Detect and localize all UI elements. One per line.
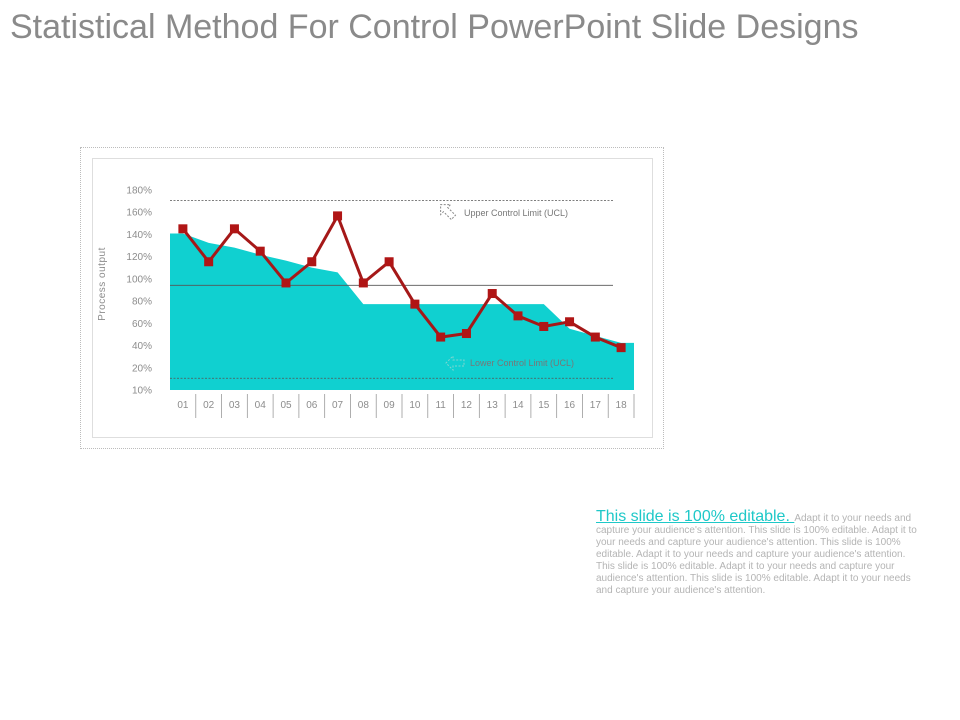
x-tick-label: 17 bbox=[590, 400, 602, 411]
data-point-marker bbox=[281, 278, 291, 288]
data-point-marker bbox=[513, 311, 523, 321]
slide-title: Statistical Method For Control PowerPoin… bbox=[10, 8, 859, 46]
data-point-marker bbox=[461, 329, 471, 339]
description-textbox: This slide is 100% editable. Adapt it to… bbox=[596, 509, 924, 597]
process-area bbox=[170, 233, 634, 390]
editable-note-link[interactable]: This slide is 100% editable. bbox=[596, 508, 795, 525]
data-point-marker bbox=[255, 246, 265, 256]
y-tick-label: 40% bbox=[132, 341, 152, 352]
y-tick-label: 10% bbox=[132, 386, 152, 397]
data-point-marker bbox=[590, 332, 600, 342]
y-tick-label: 80% bbox=[132, 297, 152, 308]
data-point-marker bbox=[229, 224, 239, 234]
chart-inner-frame bbox=[92, 158, 653, 438]
y-axis-ticks: 180% 160% 140% 120% 100% 80% 60% 40% 20% 10% bbox=[126, 186, 152, 397]
data-point-marker bbox=[539, 321, 549, 331]
control-limit-lines bbox=[170, 200, 613, 379]
y-tick-label: 180% bbox=[126, 186, 152, 197]
x-tick-label: 14 bbox=[512, 400, 524, 411]
x-tick-label: 04 bbox=[255, 400, 267, 411]
lcl-label: Lower Control Limit (UCL) bbox=[470, 358, 574, 368]
x-tick-label: 02 bbox=[203, 400, 215, 411]
x-tick-label: 05 bbox=[280, 400, 292, 411]
x-tick-label: 10 bbox=[409, 400, 421, 411]
data-point-marker bbox=[487, 289, 497, 299]
x-tick-label: 07 bbox=[332, 400, 344, 411]
process-markers bbox=[178, 211, 626, 353]
x-tick-label: 06 bbox=[306, 400, 318, 411]
x-tick-label: 11 bbox=[435, 400, 446, 411]
data-point-marker bbox=[178, 224, 188, 234]
y-tick-label: 160% bbox=[126, 208, 152, 219]
x-tick-label: 03 bbox=[229, 400, 241, 411]
y-axis-label: Process output bbox=[97, 247, 108, 321]
chart-outer-frame bbox=[80, 147, 664, 449]
y-tick-label: 100% bbox=[126, 274, 152, 285]
x-tick-label: 01 bbox=[177, 400, 189, 411]
x-tick-label: 09 bbox=[384, 400, 396, 411]
x-axis: 01 02 03 04 05 06 07 08 09 10 11 12 13 14 15 16 17 18 bbox=[177, 394, 635, 418]
ucl-arrow-icon bbox=[440, 204, 457, 221]
y-tick-label: 20% bbox=[132, 363, 152, 374]
ucl-annotation: Upper Control Limit (UCL) bbox=[440, 204, 568, 221]
y-tick-label: 140% bbox=[126, 230, 152, 241]
y-tick-label: 60% bbox=[132, 319, 152, 330]
data-point-marker bbox=[358, 278, 368, 288]
data-point-marker bbox=[307, 257, 317, 267]
x-tick-label: 13 bbox=[487, 400, 499, 411]
ucl-label: Upper Control Limit (UCL) bbox=[464, 208, 568, 218]
x-tick-label: 08 bbox=[358, 400, 370, 411]
data-point-marker bbox=[565, 317, 575, 327]
description-body: Adapt it to your needs and capture your … bbox=[596, 513, 917, 596]
y-tick-label: 120% bbox=[126, 252, 152, 263]
data-point-marker bbox=[333, 211, 343, 221]
data-point-marker bbox=[204, 257, 214, 267]
x-tick-label: 12 bbox=[461, 400, 473, 411]
data-point-marker bbox=[384, 257, 394, 267]
data-point-marker bbox=[616, 343, 626, 353]
x-tick-label: 16 bbox=[564, 400, 576, 411]
lcl-annotation: Lower Control Limit (UCL) bbox=[445, 354, 574, 372]
x-tick-label: 18 bbox=[616, 400, 628, 411]
data-point-marker bbox=[436, 332, 446, 342]
data-point-marker bbox=[410, 299, 420, 309]
lcl-arrow-icon bbox=[445, 354, 465, 372]
x-tick-label: 15 bbox=[538, 400, 550, 411]
